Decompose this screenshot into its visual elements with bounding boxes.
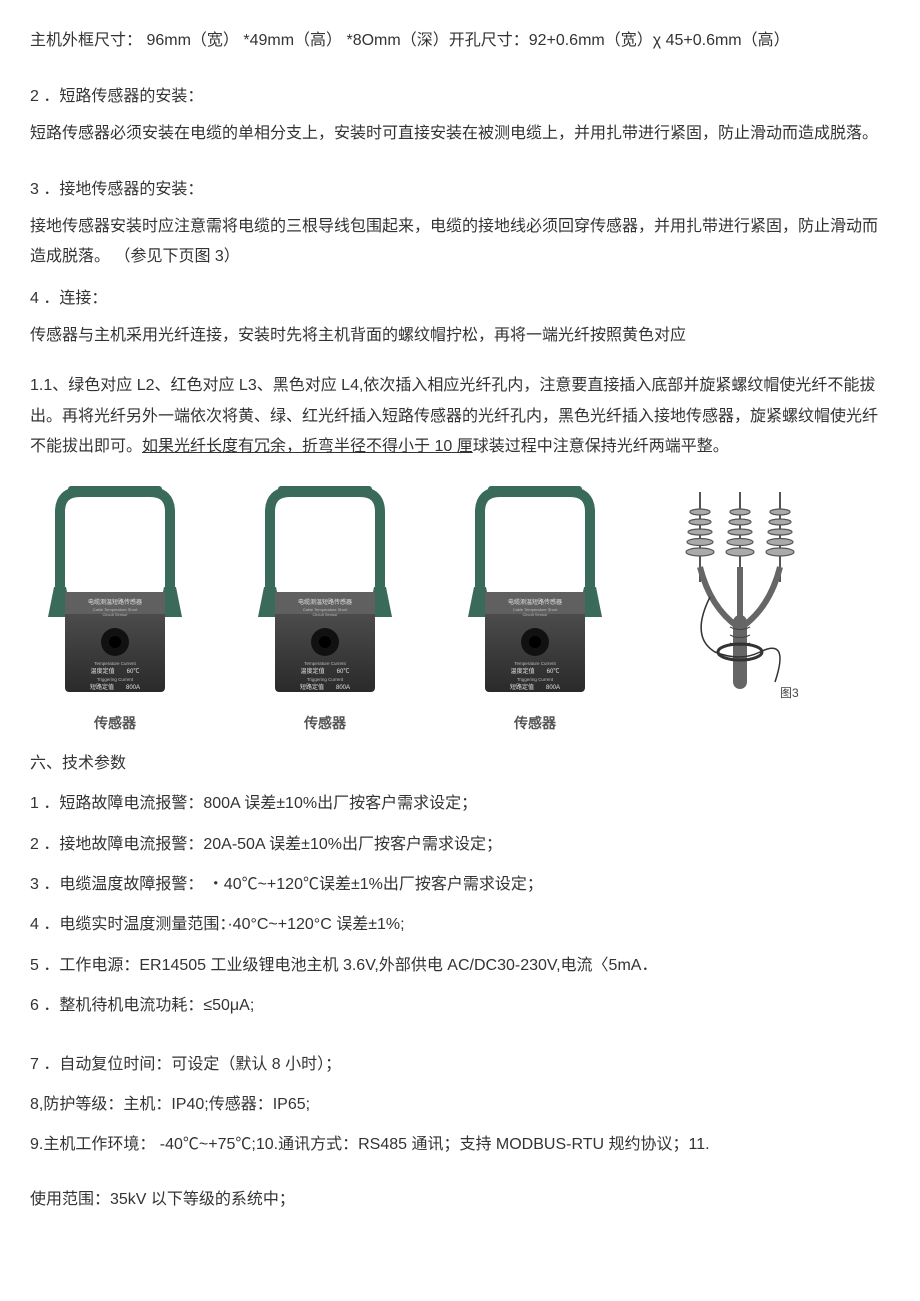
spec-item-4: 4 ．电缆实时温度测量范围：·40°C~+120°C 误差±1%;: [30, 910, 890, 940]
s11-post: 球装过程中注意保持光纤两端平整。: [473, 438, 729, 455]
spec-list: 1 ．短路故障电流报警：800A 误差±10%出厂按客户需求设定； 2 ．接地故…: [30, 789, 890, 1161]
svg-text:短路定值 800A: 短路定值 800A: [510, 683, 560, 691]
figure-sensor-1: 电缆测温短路传感器 Cable Temperature Short Circui…: [30, 482, 200, 737]
svg-text:Triggering Current: Triggering Current: [97, 677, 134, 682]
sensor-image-3: 电缆测温短路传感器 Cable Temperature Short Circui…: [450, 482, 620, 702]
svg-text:Circuit Sensor: Circuit Sensor: [102, 612, 128, 617]
figure-3: 图3: [660, 487, 820, 737]
svg-text:温度定值 60℃: 温度定值 60℃: [91, 667, 140, 675]
section-1-1: 1.1、绿色对应 L2、红色对应 L3、黑色对应 L4,依次插入相应光纤孔内，注…: [30, 371, 890, 462]
svg-text:电缆测温短路传感器: 电缆测温短路传感器: [298, 598, 352, 606]
svg-text:图3: 图3: [780, 686, 799, 700]
section-2-body: 短路传感器必须安装在电缆的单相分支上，安装时可直接安装在被测电缆上，并用扎带进行…: [30, 119, 890, 149]
svg-text:Temperature Current: Temperature Current: [304, 661, 346, 666]
spec-item-8: 8,防护等级：主机：IP40;传感器：IP65;: [30, 1090, 890, 1120]
spec-item-2: 2 ．接地故障电流报警：20A-50A 误差±10%出厂按客户需求设定；: [30, 830, 890, 860]
figure-caption-2: 传感器: [304, 710, 346, 737]
section-6-title: 六、技术参数: [30, 749, 890, 779]
spec-item-6: 6 ．整机待机电流功耗：≤50μA;: [30, 991, 890, 1021]
figure-caption-1: 传感器: [94, 710, 136, 737]
figure-sensor-2: 电缆测温短路传感器 Cable Temperature Short Circui…: [240, 482, 410, 737]
sensor-image-2: 电缆测温短路传感器 Cable Temperature Short Circui…: [240, 482, 410, 702]
svg-text:温度定值 60℃: 温度定值 60℃: [511, 667, 560, 675]
figure-caption-3: 传感器: [514, 710, 556, 737]
figure-row: 电缆测温短路传感器 Cable Temperature Short Circui…: [30, 482, 890, 737]
svg-text:Circuit Sensor: Circuit Sensor: [312, 612, 338, 617]
svg-text:Triggering Current: Triggering Current: [307, 677, 344, 682]
spec-item-7: 7 ．自动复位时间：可设定（默认 8 小时）；: [30, 1050, 890, 1080]
svg-text:短路定值 800A: 短路定值 800A: [90, 683, 140, 691]
section-2-title: 2 ．短路传感器的安装：: [30, 82, 890, 112]
section-4-body: 传感器与主机采用光纤连接，安装时先将主机背面的螺纹帽拧松，再将一端光纤按照黄色对…: [30, 321, 890, 351]
svg-text:Temperature Current: Temperature Current: [514, 661, 556, 666]
svg-text:电缆测温短路传感器: 电缆测温短路传感器: [88, 598, 142, 606]
spec-item-9: 9.主机工作环境： -40℃~+75℃;10.通讯方式：RS485 通讯；支持 …: [30, 1130, 890, 1160]
section-6-footer: 使用范围：35kV 以下等级的系统中；: [30, 1185, 890, 1215]
svg-text:电缆测温短路传感器: 电缆测温短路传感器: [508, 598, 562, 606]
svg-text:温度定值 60℃: 温度定值 60℃: [301, 667, 350, 675]
figure-3-image: 图3: [660, 487, 820, 707]
spec-item-1: 1 ．短路故障电流报警：800A 误差±10%出厂按客户需求设定；: [30, 789, 890, 819]
svg-text:Triggering Current: Triggering Current: [517, 677, 554, 682]
svg-text:Temperature Current: Temperature Current: [94, 661, 136, 666]
section-3-body: 接地传感器安装时应注意需将电缆的三根导线包围起来，电缆的接地线必须回穿传感器，并…: [30, 212, 890, 273]
svg-text:Circuit Sensor: Circuit Sensor: [522, 612, 548, 617]
spec-item-3: 3 ．电缆温度故障报警： ・40℃~+120℃误差±1%出厂按客户需求设定；: [30, 870, 890, 900]
section-3-title: 3 ．接地传感器的安装：: [30, 175, 890, 205]
sensor-image-1: 电缆测温短路传感器 Cable Temperature Short Circui…: [30, 482, 200, 702]
section-4-title: 4 ．连接：: [30, 284, 890, 314]
figure-sensor-3: 电缆测温短路传感器 Cable Temperature Short Circui…: [450, 482, 620, 737]
s11-underlined: 如果光纤长度有冗余，折弯半径不得小于 10 厘: [142, 438, 473, 455]
host-dimensions: 主机外框尺寸： 96mm（宽） *49mm（高） *8Omm（深）开孔尺寸：92…: [30, 26, 890, 56]
spec-item-5: 5 ．工作电源：ER14505 工业级锂电池主机 3.6V,外部供电 AC/DC…: [30, 951, 890, 981]
svg-text:短路定值 800A: 短路定值 800A: [300, 683, 350, 691]
